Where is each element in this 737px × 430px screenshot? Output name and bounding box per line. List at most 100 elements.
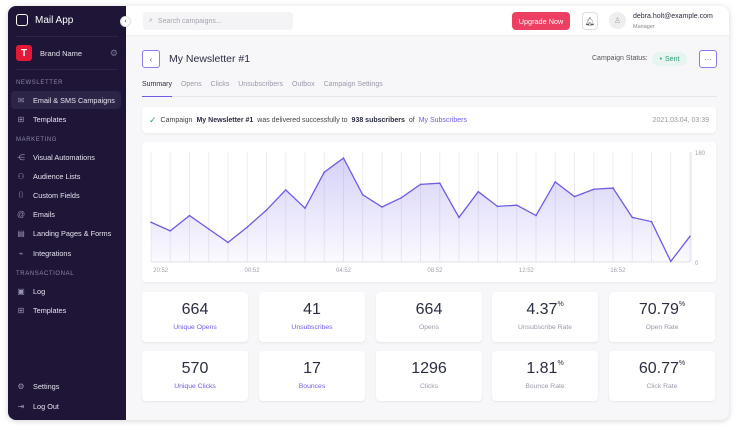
stat-card: 60.77% Click Rate — [609, 351, 715, 401]
data-point — [515, 204, 518, 206]
page-title: My Newsletter #1 — [169, 53, 251, 65]
data-point — [554, 181, 557, 183]
mail-icon: ✉ — [17, 95, 25, 105]
field-icon: ⌷ — [18, 190, 24, 199]
x-tick-label: 08:52 — [427, 268, 443, 274]
sidebar-item-label: Templates — [33, 305, 67, 315]
log-icon: ▣ — [17, 286, 25, 296]
brand-switcher[interactable]: T Brand Name ⚙ — [16, 45, 118, 61]
sidebar-item-templates[interactable]: ⊞ Templates — [11, 110, 121, 128]
data-point — [381, 206, 383, 208]
stat-unit: % — [678, 360, 686, 367]
page-icon: ▤ — [17, 228, 25, 238]
sidebar-item-landing-pages[interactable]: ▤ Landing Pages & Forms — [11, 224, 121, 242]
data-point — [188, 214, 191, 217]
subscriber-list-link[interactable]: My Subscribers — [418, 116, 467, 124]
sidebar-item-label: Emails — [33, 209, 55, 219]
more-options-button[interactable]: ··· — [699, 50, 717, 68]
data-point — [496, 205, 499, 208]
stat-value: 570 — [181, 360, 209, 377]
data-point — [535, 214, 537, 217]
tab-clicks[interactable]: Clicks — [210, 81, 230, 88]
back-button[interactable]: ‹ — [142, 50, 160, 68]
sidebar-item-campaigns[interactable]: ✉ Email & SMS Campaigns — [11, 91, 121, 109]
sidebar-item-log[interactable]: ▣ Log — [11, 282, 121, 300]
data-point — [689, 235, 691, 238]
search-icon: ⌕ — [149, 17, 153, 24]
stat-card: 1.81% Bounce Rate — [492, 351, 598, 401]
stat-value: 70.79% — [638, 301, 686, 318]
y-tick-label: 180 — [695, 151, 706, 157]
brand-name: Brand Name — [40, 48, 83, 58]
section-marketing: MARKETING — [16, 137, 58, 143]
avatar[interactable]: ♙ — [609, 12, 626, 29]
sidebar-item-visual-automations[interactable]: ⋲ Visual Automations — [11, 148, 121, 166]
app-logo[interactable]: Mail App — [16, 14, 73, 26]
data-point — [400, 197, 403, 199]
tab-summary[interactable]: Summary — [142, 81, 172, 97]
section-newsletter: NEWSLETTER — [16, 80, 64, 86]
alert-campaign: My Newsletter #1 — [196, 116, 254, 124]
data-point — [227, 241, 229, 244]
stat-unit: % — [557, 360, 564, 367]
stat-label[interactable]: Unsubscribes — [291, 324, 333, 331]
data-point — [592, 188, 595, 191]
brand-logo: T — [16, 45, 32, 61]
alert-date: 2021.03.04, 03:39 — [652, 116, 709, 124]
stat-label[interactable]: Unique Opens — [173, 324, 217, 331]
stat-value: 1296 — [411, 360, 447, 377]
tab-campaign-settings[interactable]: Campaign Settings — [323, 81, 383, 88]
alert-text: Campaign — [160, 116, 193, 124]
data-point — [207, 228, 210, 230]
data-point — [361, 193, 364, 196]
status-badge: • Sent — [652, 52, 687, 66]
stat-label[interactable]: Bounces — [298, 383, 326, 390]
sidebar-item-settings[interactable]: ⚙ Settings — [11, 377, 121, 395]
check-circle-icon: ✓ — [149, 114, 157, 125]
stat-label[interactable]: Unique Clicks — [174, 383, 216, 390]
section-transactional: TRANSACTIONAL — [16, 271, 75, 277]
data-point — [612, 187, 614, 189]
search-input[interactable]: ⌕ Search campaigns... — [143, 12, 293, 30]
data-point — [342, 157, 345, 159]
data-point — [573, 195, 576, 198]
grid-icon: ⊞ — [17, 305, 25, 315]
collapse-sidebar-button[interactable]: ‹ — [120, 16, 131, 27]
sidebar-item-integrations[interactable]: ⌁ Integrations — [11, 244, 121, 262]
sidebar: Mail App T Brand Name ⚙ NEWSLETTER MARKETI… — [8, 6, 126, 420]
sidebar-item-custom-fields[interactable]: ⌷ Custom Fields — [11, 186, 121, 204]
app-title: Mail App — [35, 14, 74, 26]
user-role: Manager — [633, 24, 655, 30]
search-placeholder: Search campaigns... — [157, 17, 222, 25]
y-tick-label: 0 — [695, 261, 699, 267]
data-point — [150, 221, 152, 224]
sidebar-item-label: Email & SMS Campaigns — [33, 95, 115, 105]
tab-opens[interactable]: Opens — [180, 81, 202, 88]
tab-outbox[interactable]: Outbox — [292, 81, 315, 88]
sidebar-item-label: Custom Fields — [33, 190, 80, 200]
upgrade-button[interactable]: Upgrade Now — [512, 12, 570, 30]
stat-label: Open Rate — [645, 324, 679, 331]
stat-value: 1.81% — [526, 360, 564, 377]
data-point — [419, 183, 422, 186]
data-point — [458, 216, 460, 219]
bell-icon[interactable]: 🔔︎ — [582, 12, 598, 30]
stat-label: Click Rate — [646, 383, 678, 390]
x-tick-label: 04:52 — [336, 268, 352, 274]
data-point — [650, 220, 653, 223]
stat-label: Opens — [418, 324, 440, 331]
sidebar-item-label: Settings — [33, 381, 60, 391]
stat-value: 4.37% — [526, 301, 564, 318]
sidebar-item-audience-lists[interactable]: ⚇ Audience Lists — [11, 167, 121, 185]
stat-card: 17 Bounces — [259, 351, 365, 401]
stat-card: 4.37% Unsubscribe Rate — [492, 292, 598, 342]
sidebar-item-emails[interactable]: @ Emails — [11, 205, 121, 223]
user-menu[interactable]: debra.holt@example.com Manager — [633, 12, 713, 32]
gear-icon[interactable]: ⚙ — [109, 47, 118, 58]
stat-unit: % — [557, 301, 564, 308]
opens-chart: 180 0 20:52 00:52 04:52 08:52 12:52 16:52 — [142, 142, 716, 282]
sidebar-item-transactional-templates[interactable]: ⊞ Templates — [11, 301, 121, 319]
tab-unsubscribers[interactable]: Unsubscribers — [238, 81, 283, 88]
sidebar-item-label: Log — [33, 286, 46, 296]
sidebar-item-logout[interactable]: ⇥ Log Out — [11, 397, 121, 415]
